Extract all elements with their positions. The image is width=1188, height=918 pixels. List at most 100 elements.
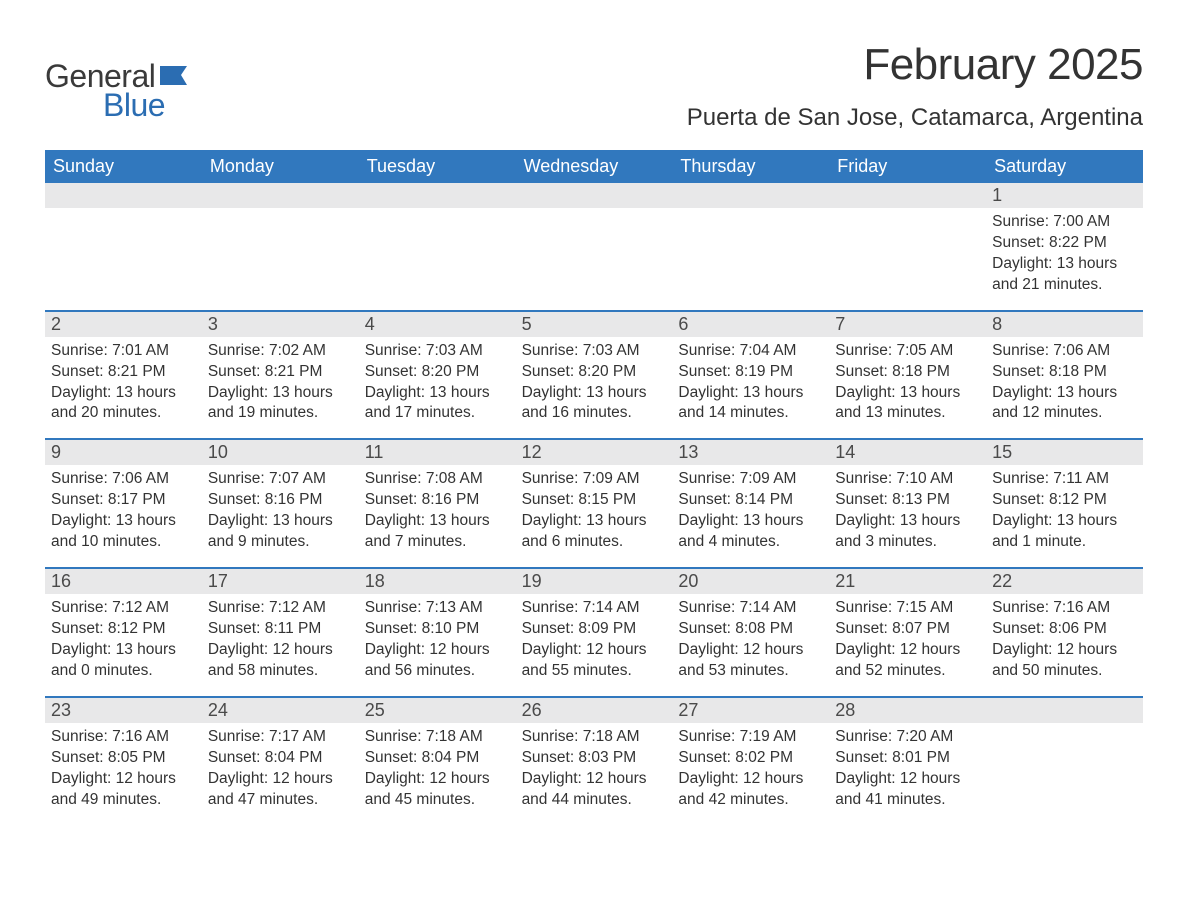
- day-number: 16: [45, 569, 202, 594]
- daylight-text: Daylight: 13 hours: [992, 254, 1137, 275]
- day-number: 8: [986, 312, 1143, 337]
- day-details: Sunrise: 7:06 AMSunset: 8:17 PMDaylight:…: [45, 465, 202, 553]
- day-details: Sunrise: 7:18 AMSunset: 8:04 PMDaylight:…: [359, 723, 516, 811]
- daylight-text: and 49 minutes.: [51, 790, 196, 811]
- sunrise-text: Sunrise: 7:18 AM: [365, 727, 510, 748]
- calendar-day-cell: 22Sunrise: 7:16 AMSunset: 8:06 PMDayligh…: [986, 569, 1143, 696]
- sunset-text: Sunset: 8:15 PM: [522, 490, 667, 511]
- daylight-text: and 55 minutes.: [522, 661, 667, 682]
- sunrise-text: Sunrise: 7:17 AM: [208, 727, 353, 748]
- calendar-day-cell: [829, 183, 986, 310]
- daylight-text: and 53 minutes.: [678, 661, 823, 682]
- day-number: 2: [45, 312, 202, 337]
- logo-text-blue: Blue: [103, 87, 189, 124]
- calendar-day-cell: [672, 183, 829, 310]
- sunset-text: Sunset: 8:18 PM: [835, 362, 980, 383]
- logo: General Blue: [45, 40, 189, 124]
- day-details: Sunrise: 7:15 AMSunset: 8:07 PMDaylight:…: [829, 594, 986, 682]
- weekday-header: Tuesday: [359, 150, 516, 183]
- day-details: Sunrise: 7:06 AMSunset: 8:18 PMDaylight:…: [986, 337, 1143, 425]
- day-details: Sunrise: 7:13 AMSunset: 8:10 PMDaylight:…: [359, 594, 516, 682]
- sunrise-text: Sunrise: 7:10 AM: [835, 469, 980, 490]
- day-details: Sunrise: 7:04 AMSunset: 8:19 PMDaylight:…: [672, 337, 829, 425]
- calendar-day-cell: 21Sunrise: 7:15 AMSunset: 8:07 PMDayligh…: [829, 569, 986, 696]
- calendar-day-cell: 5Sunrise: 7:03 AMSunset: 8:20 PMDaylight…: [516, 312, 673, 439]
- daylight-text: Daylight: 12 hours: [365, 640, 510, 661]
- daylight-text: Daylight: 13 hours: [835, 511, 980, 532]
- sunset-text: Sunset: 8:17 PM: [51, 490, 196, 511]
- daylight-text: and 20 minutes.: [51, 403, 196, 424]
- daylight-text: and 19 minutes.: [208, 403, 353, 424]
- day-number: 17: [202, 569, 359, 594]
- daylight-text: Daylight: 13 hours: [992, 383, 1137, 404]
- calendar-week-row: 23Sunrise: 7:16 AMSunset: 8:05 PMDayligh…: [45, 696, 1143, 825]
- day-details: Sunrise: 7:00 AMSunset: 8:22 PMDaylight:…: [986, 208, 1143, 296]
- day-details: Sunrise: 7:01 AMSunset: 8:21 PMDaylight:…: [45, 337, 202, 425]
- day-details: Sunrise: 7:18 AMSunset: 8:03 PMDaylight:…: [516, 723, 673, 811]
- day-details: Sunrise: 7:16 AMSunset: 8:05 PMDaylight:…: [45, 723, 202, 811]
- calendar-day-cell: [986, 698, 1143, 825]
- day-number: 19: [516, 569, 673, 594]
- calendar-day-cell: [202, 183, 359, 310]
- day-number: 28: [829, 698, 986, 723]
- sunrise-text: Sunrise: 7:12 AM: [208, 598, 353, 619]
- day-details: Sunrise: 7:02 AMSunset: 8:21 PMDaylight:…: [202, 337, 359, 425]
- day-details: Sunrise: 7:19 AMSunset: 8:02 PMDaylight:…: [672, 723, 829, 811]
- sunset-text: Sunset: 8:18 PM: [992, 362, 1137, 383]
- day-number: 20: [672, 569, 829, 594]
- day-number: 21: [829, 569, 986, 594]
- day-number: 9: [45, 440, 202, 465]
- calendar-day-cell: 25Sunrise: 7:18 AMSunset: 8:04 PMDayligh…: [359, 698, 516, 825]
- day-number: 7: [829, 312, 986, 337]
- day-number: 1: [986, 183, 1143, 208]
- daylight-text: Daylight: 13 hours: [51, 511, 196, 532]
- calendar-day-cell: 19Sunrise: 7:14 AMSunset: 8:09 PMDayligh…: [516, 569, 673, 696]
- daylight-text: Daylight: 13 hours: [835, 383, 980, 404]
- day-number: 12: [516, 440, 673, 465]
- day-details: Sunrise: 7:03 AMSunset: 8:20 PMDaylight:…: [359, 337, 516, 425]
- sunrise-text: Sunrise: 7:02 AM: [208, 341, 353, 362]
- calendar-day-cell: 9Sunrise: 7:06 AMSunset: 8:17 PMDaylight…: [45, 440, 202, 567]
- daylight-text: and 14 minutes.: [678, 403, 823, 424]
- logo-flag-icon: [159, 65, 189, 87]
- calendar-day-cell: 17Sunrise: 7:12 AMSunset: 8:11 PMDayligh…: [202, 569, 359, 696]
- daylight-text: and 58 minutes.: [208, 661, 353, 682]
- daylight-text: Daylight: 13 hours: [678, 383, 823, 404]
- sunrise-text: Sunrise: 7:09 AM: [678, 469, 823, 490]
- daylight-text: Daylight: 12 hours: [522, 769, 667, 790]
- daylight-text: Daylight: 12 hours: [522, 640, 667, 661]
- sunset-text: Sunset: 8:20 PM: [365, 362, 510, 383]
- daylight-text: Daylight: 12 hours: [992, 640, 1137, 661]
- sunrise-text: Sunrise: 7:03 AM: [522, 341, 667, 362]
- day-details: Sunrise: 7:09 AMSunset: 8:15 PMDaylight:…: [516, 465, 673, 553]
- sunrise-text: Sunrise: 7:00 AM: [992, 212, 1137, 233]
- day-number: 6: [672, 312, 829, 337]
- sunrise-text: Sunrise: 7:13 AM: [365, 598, 510, 619]
- day-number: [829, 183, 986, 208]
- sunset-text: Sunset: 8:14 PM: [678, 490, 823, 511]
- day-number: [986, 698, 1143, 723]
- daylight-text: and 21 minutes.: [992, 275, 1137, 296]
- daylight-text: Daylight: 12 hours: [678, 769, 823, 790]
- calendar: SundayMondayTuesdayWednesdayThursdayFrid…: [45, 150, 1143, 824]
- month-title: February 2025: [687, 40, 1143, 90]
- calendar-body: 1Sunrise: 7:00 AMSunset: 8:22 PMDaylight…: [45, 183, 1143, 824]
- sunset-text: Sunset: 8:21 PM: [51, 362, 196, 383]
- sunset-text: Sunset: 8:22 PM: [992, 233, 1137, 254]
- calendar-day-cell: 20Sunrise: 7:14 AMSunset: 8:08 PMDayligh…: [672, 569, 829, 696]
- sunrise-text: Sunrise: 7:16 AM: [992, 598, 1137, 619]
- daylight-text: Daylight: 13 hours: [51, 383, 196, 404]
- daylight-text: and 12 minutes.: [992, 403, 1137, 424]
- sunrise-text: Sunrise: 7:12 AM: [51, 598, 196, 619]
- daylight-text: Daylight: 12 hours: [51, 769, 196, 790]
- calendar-day-cell: 8Sunrise: 7:06 AMSunset: 8:18 PMDaylight…: [986, 312, 1143, 439]
- calendar-day-cell: 3Sunrise: 7:02 AMSunset: 8:21 PMDaylight…: [202, 312, 359, 439]
- sunrise-text: Sunrise: 7:18 AM: [522, 727, 667, 748]
- day-number: 4: [359, 312, 516, 337]
- sunset-text: Sunset: 8:02 PM: [678, 748, 823, 769]
- daylight-text: and 10 minutes.: [51, 532, 196, 553]
- daylight-text: and 56 minutes.: [365, 661, 510, 682]
- sunset-text: Sunset: 8:12 PM: [51, 619, 196, 640]
- calendar-week-row: 2Sunrise: 7:01 AMSunset: 8:21 PMDaylight…: [45, 310, 1143, 439]
- calendar-week-row: 1Sunrise: 7:00 AMSunset: 8:22 PMDaylight…: [45, 183, 1143, 310]
